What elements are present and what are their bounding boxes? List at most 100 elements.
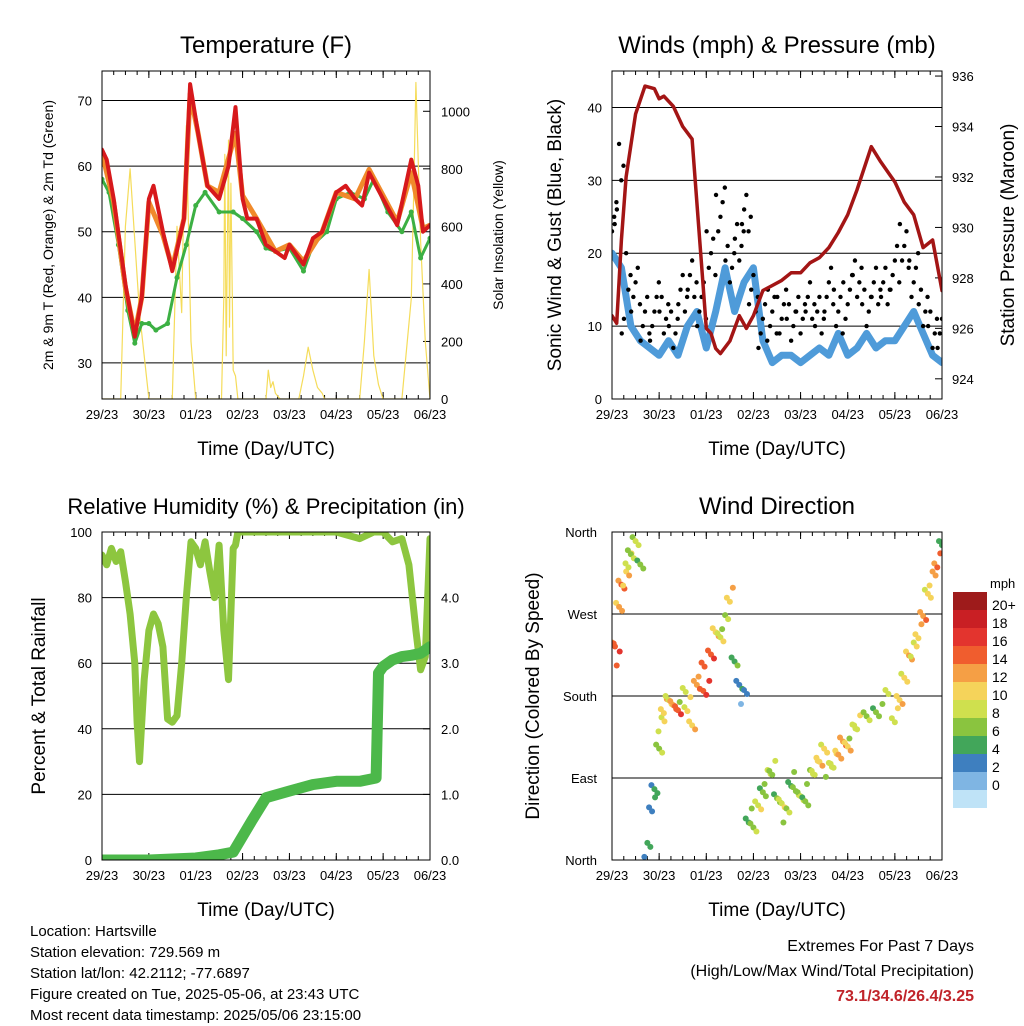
temp-ytick-right-label: 600 [441,219,463,234]
gust-point [798,331,803,336]
wind-direction-point [676,699,683,705]
gust-point [692,294,697,300]
wdir-ylabel: Direction (Colored By Speed) [523,572,544,819]
wind-ylabel: Sonic Wind & Gust (Blue, Black) [545,99,566,371]
wind-direction-point [706,677,713,684]
wind-direction-point [838,755,845,762]
wind-direction-point [682,689,689,695]
temp-xtick-label: 06/23 [414,407,447,422]
gust-point [911,280,916,285]
wind-direction-point [854,726,861,733]
dewpoint-point [216,209,222,215]
wind-direction-point [616,648,623,655]
rh-ytick-right-label: 2.0 [441,722,459,737]
wind-direction-point [725,616,732,623]
speed-legend-label: 18 [992,615,1008,631]
speed-legend-label: 8 [992,705,1000,721]
rh-xtick-label: 29/23 [86,868,119,883]
wind-direction-point [885,691,892,697]
gust-point [756,345,761,351]
temp-xtick-label: 01/23 [179,407,212,422]
gust-point [840,331,845,336]
rh-ylabel: Percent & Total Rainfall [29,597,50,794]
speed-legend-swatch [953,772,987,790]
gust-point [897,280,902,285]
gust-point [888,287,893,292]
gust-point [673,331,678,336]
wind-direction-point [692,726,699,733]
wind-direction-point [695,673,702,680]
gust-point [802,302,808,307]
gust-point [878,294,884,300]
gust-point [631,294,636,300]
wind-direction-point [612,640,617,647]
rh-xtick-label: 02/23 [226,868,259,883]
gust-point [694,323,700,329]
gust-point [883,265,888,270]
location-text: Location: Hartsville [30,923,157,940]
temp-xtick-label: 02/23 [226,407,259,422]
gust-point [925,323,931,329]
gust-point [815,309,820,314]
gust-point [666,302,671,307]
gust-point [871,280,876,285]
wind-direction-point [711,655,717,662]
wdir-xtick-label: 02/23 [737,868,770,883]
dewpoint-point [418,255,424,261]
speed-legend-swatch [953,592,987,610]
gust-point [800,316,805,322]
wind-direction-point [626,572,633,579]
gust-point [642,309,648,314]
wind-title: Winds (mph) & Pressure (mb) [618,32,935,59]
wind-direction-point [753,828,760,835]
total-rainfall-line [102,641,430,860]
wind-direction-point [613,662,620,669]
wind-direction-point [942,546,948,552]
gust-point [812,323,818,329]
gust-point [913,265,919,270]
rh-ytick-right-label: 0.0 [441,853,459,868]
gust-point [716,229,721,234]
gust-point [711,236,716,241]
temp-series-group [102,81,430,399]
wind-direction-point [678,711,684,718]
gust-point [612,221,617,227]
speed-legend-swatch [953,718,987,736]
gust-point [633,280,638,285]
gust-point [694,280,699,285]
wind-xtick-label: 02/23 [737,407,770,422]
dewpoint-point [408,209,414,215]
gust-point [843,316,848,322]
wind-direction-point [934,564,941,571]
temp-ytick-label: 50 [78,225,92,240]
gust-point [866,309,871,314]
wdir-xtick-label: 29/23 [596,868,629,883]
gust-point [678,287,683,292]
wind-xtick-label: 03/23 [784,407,817,422]
gust-point [746,302,752,307]
gust-point [656,280,662,285]
gust-point [671,345,676,351]
gust-point [805,294,810,300]
gust-point [608,244,612,248]
wind-ytick-right-label: 930 [952,220,974,235]
gust-point [909,294,914,300]
dewpoint-point [399,229,405,235]
rh-ytick-label: 40 [78,722,92,737]
wind-direction-point [635,542,642,549]
elevation-text: Station elevation: 729.569 m [30,944,221,961]
gust-point [713,272,718,278]
wdir-ytick-label: North [565,525,597,540]
gust-point [704,229,709,234]
temp-ytick-label: 70 [78,94,92,109]
dewpoint-point [427,235,430,241]
gust-point [746,229,751,234]
wdir-series-group [612,534,948,860]
gust-point [770,309,775,314]
gust-point [616,141,622,147]
dewpoint-point [193,202,199,208]
wdir-plot-border [611,531,943,861]
gust-point [793,309,799,314]
gust-point [934,316,940,322]
dewpoint-point [139,321,145,327]
